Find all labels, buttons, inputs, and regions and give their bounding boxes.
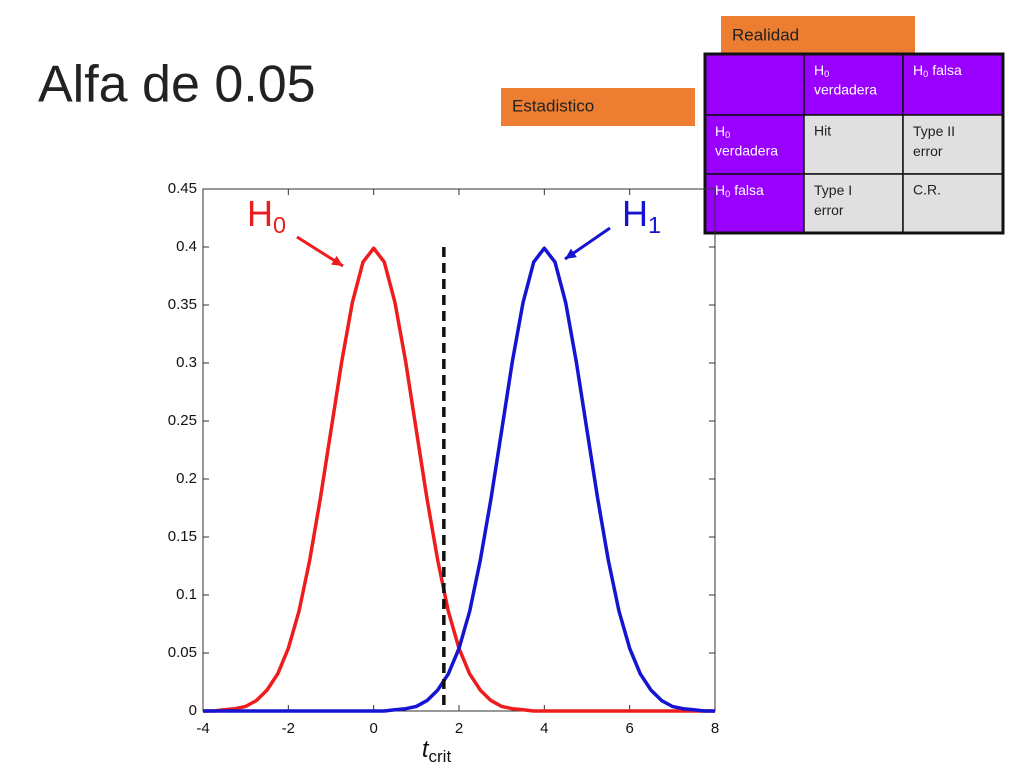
arrow-head <box>565 248 577 259</box>
cell-text: H0 <box>715 123 730 141</box>
annotation-main: H <box>247 193 273 234</box>
y-tick-label: 0.35 <box>168 296 197 313</box>
x-tick-label: 2 <box>455 720 463 737</box>
annotation: H1 <box>622 193 661 238</box>
series-line <box>203 246 715 713</box>
table-cell <box>704 53 805 116</box>
y-tick-label: 0.05 <box>168 644 197 661</box>
cell-text-main: H <box>913 62 923 78</box>
y-tick-label: 0.3 <box>176 354 197 371</box>
row-header-label: Estadistico <box>512 96 594 115</box>
y-tick-label: 0.25 <box>168 412 197 429</box>
y-tick-label: 0.45 <box>168 180 197 197</box>
label-box <box>721 16 915 54</box>
cell-text: Type I error <box>814 182 852 218</box>
plot-area <box>202 188 716 712</box>
cell-text: verdadera <box>715 143 778 159</box>
y-tick-label: 0.4 <box>176 238 197 255</box>
cell-text-rest: falsa <box>734 182 764 198</box>
cell-line: error <box>913 143 943 159</box>
cell-text: Type II error <box>913 123 955 159</box>
cell-text-main: H <box>715 182 725 198</box>
cell-text: Hit <box>814 123 831 139</box>
y-tick-label: 0.2 <box>176 470 197 487</box>
cell-line: error <box>814 202 844 218</box>
series-line <box>203 246 715 713</box>
column-header-label: Realidad <box>732 25 799 44</box>
y-tick-label: 0 <box>189 702 197 719</box>
table-cell <box>902 173 1004 234</box>
cell-line: Type II <box>913 123 955 139</box>
cell-text: C.R. <box>913 182 941 198</box>
annotation-sub: 1 <box>648 212 661 238</box>
annotation-sub: 0 <box>273 212 286 238</box>
cell-text: verdadera <box>814 82 877 98</box>
chart: 0 0.05 0.1 0.15 0.2 0.25 0.3 0.35 0.4 0.45 -4 -2 0 2 4… <box>168 180 719 767</box>
critical-label: tcrit <box>422 736 452 766</box>
annotation-main: H <box>622 193 648 234</box>
cell-text-sub: 0 <box>824 70 829 80</box>
cell-line: Type I <box>814 182 852 198</box>
cell-text-sub: 0 <box>725 131 730 141</box>
cell-text-sub: 0 <box>923 70 928 80</box>
critical-label-sub: crit <box>429 747 452 766</box>
critical-label-main: t <box>422 736 430 763</box>
x-tick-label: 4 <box>540 720 548 737</box>
cell-text-main: H <box>715 123 725 139</box>
y-tick-label: 0.1 <box>176 586 197 603</box>
x-tick-label: -4 <box>196 720 209 737</box>
table-border <box>703 52 1005 235</box>
table-cell <box>902 53 1004 116</box>
cell-text: H0 <box>814 62 829 80</box>
annotation: H0 <box>247 193 286 238</box>
x-tick-label: 0 <box>369 720 377 737</box>
cell-text-rest: falsa <box>932 62 962 78</box>
cell-text: H0 falsa <box>715 182 764 200</box>
y-tick-label: 0.15 <box>168 528 197 545</box>
cell-text: H0 falsa <box>913 62 962 80</box>
x-tick-label: -2 <box>282 720 295 737</box>
slide-title: Alfa de 0.05 <box>38 56 316 114</box>
table-cell <box>704 114 805 175</box>
arrow-head <box>331 255 343 266</box>
cell-text-sub: 0 <box>725 190 730 200</box>
x-tick-label: 6 <box>625 720 633 737</box>
cell-text-main: H <box>814 62 824 78</box>
label-box <box>501 88 695 126</box>
x-tick-label: 8 <box>711 720 719 737</box>
